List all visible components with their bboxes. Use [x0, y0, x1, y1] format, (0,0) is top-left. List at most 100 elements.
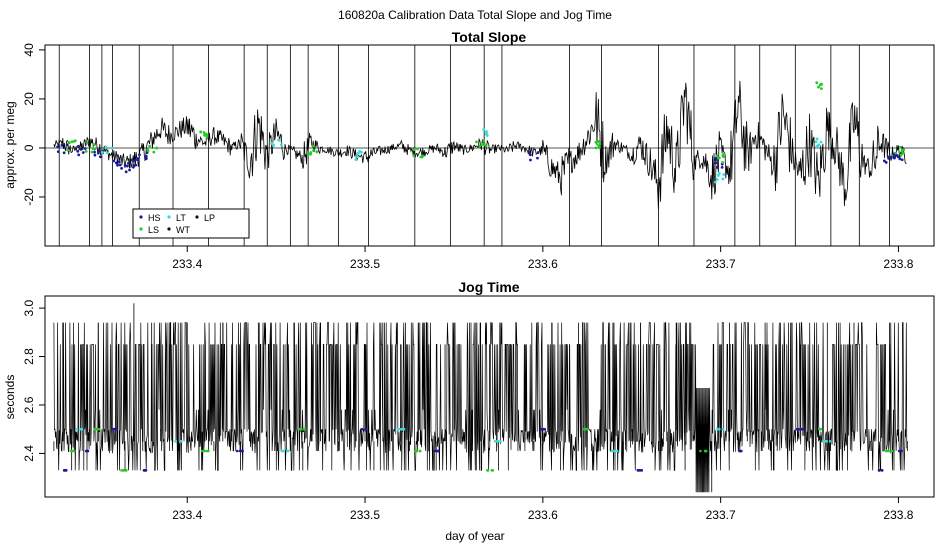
legend-label-lp: LP — [204, 213, 215, 223]
data-point-lt — [174, 440, 177, 443]
data-point-hs — [124, 170, 128, 174]
legend-marker-hs — [139, 215, 143, 219]
data-point-hs — [125, 164, 129, 168]
data-point-lt — [722, 173, 726, 176]
data-point-hs — [542, 427, 546, 431]
data-point-ls — [205, 135, 209, 139]
data-point-ls — [90, 150, 94, 154]
data-point-ls — [699, 449, 702, 453]
data-point-lt — [825, 440, 829, 443]
legend-marker-lp — [195, 215, 199, 219]
data-point-ls — [122, 469, 126, 472]
data-point-ls — [420, 155, 424, 159]
panel-title: Jog Time — [458, 279, 519, 295]
axes: 233.4 233.5 233.6 233.7 233.8 -20 0 20 40 — [22, 43, 935, 271]
data-point-hs — [81, 151, 85, 154]
data-point-lt — [104, 146, 108, 150]
data-point-hs — [890, 156, 893, 159]
data-point-ls — [85, 141, 89, 145]
y-tick-label: -20 — [22, 188, 36, 206]
y-tick-label: 2.8 — [22, 348, 36, 365]
data-point-ls — [312, 149, 315, 152]
data-point-hs — [136, 158, 140, 162]
data-point-hs — [76, 144, 80, 148]
data-point-ls — [717, 156, 721, 160]
data-point-hs — [435, 449, 439, 453]
data-point-ls — [894, 151, 898, 155]
panel-title: Total Slope — [452, 29, 527, 45]
data-point-hs — [133, 158, 137, 162]
data-point-hs — [893, 156, 896, 160]
data-point-lt — [399, 427, 403, 431]
x-tick-label: 233.7 — [706, 257, 736, 271]
data-point-hs — [539, 427, 543, 431]
data-point-ls — [120, 469, 123, 472]
data-point-lt — [75, 427, 79, 431]
data-point-ls — [152, 150, 156, 154]
data-point-ls — [478, 144, 482, 148]
data-point-hs — [715, 166, 719, 169]
data-point-ls — [306, 152, 310, 156]
y-tick-label: 2.6 — [22, 396, 36, 413]
data-point-hs — [83, 147, 87, 150]
data-point-lt — [356, 151, 360, 155]
data-point-ls — [598, 142, 602, 146]
data-point-ls — [412, 148, 416, 151]
data-point-lt — [721, 427, 725, 431]
data-point-lt — [278, 138, 281, 142]
data-point-hs — [536, 156, 539, 160]
legend-label-ls: LS — [148, 225, 159, 235]
data-point-hs — [118, 163, 122, 167]
legend-label-lt: LT — [176, 213, 186, 223]
data-point-hs — [98, 155, 102, 159]
data-point-ls — [202, 131, 206, 134]
data-point-hs — [93, 150, 96, 154]
x-tick-label: 233.6 — [528, 508, 558, 522]
data-point-lt — [493, 440, 497, 443]
data-point-ls — [596, 140, 600, 143]
data-point-lt — [110, 146, 114, 150]
data-point-ls — [819, 427, 823, 431]
data-point-hs — [795, 427, 799, 431]
data-point-lt — [715, 178, 719, 181]
data-point-lt — [79, 427, 83, 431]
data-point-hs — [62, 151, 66, 155]
plot-frame — [44, 295, 935, 498]
data-point-lt — [279, 143, 283, 147]
data-point-hs — [714, 161, 718, 165]
data-point-hs — [62, 469, 66, 472]
data-point-hs — [132, 165, 135, 169]
y-tick-label: 3.0 — [22, 299, 36, 316]
axes: 233.4 233.5 233.6 233.7 233.8 2.4 2.6 2.8 3.0 — [22, 295, 935, 522]
data-point-hs — [797, 427, 801, 431]
data-point-hs — [114, 161, 118, 165]
data-point-hs — [720, 166, 724, 169]
data-point-ls — [585, 427, 589, 431]
data-point-lt — [485, 132, 489, 136]
data-point-lt — [716, 174, 720, 177]
data-point-hs — [529, 158, 532, 162]
legend-box — [132, 208, 250, 239]
data-point-hs — [900, 449, 903, 453]
data-point-hs — [116, 154, 119, 158]
data-point-ls — [412, 154, 416, 158]
data-point-hs — [138, 153, 141, 157]
data-point-lt — [354, 158, 358, 161]
data-point-lt — [612, 449, 616, 453]
data-point-hs — [56, 145, 60, 149]
data-point-ls — [582, 427, 586, 431]
data-point-ls — [72, 449, 76, 453]
data-point-hs — [639, 469, 642, 472]
data-point-lt — [105, 151, 109, 155]
data-point-lt — [717, 427, 721, 431]
data-point-lt — [401, 427, 405, 431]
x-tick-label: 233.8 — [883, 257, 913, 271]
legend: HS LS LT WT LP — [132, 208, 250, 239]
data-point-hs — [79, 148, 83, 151]
data-point-ls — [200, 449, 204, 453]
data-point-hs — [893, 154, 897, 157]
data-point-lt — [815, 137, 819, 141]
data-point-hs — [887, 155, 891, 159]
data-point-hs — [898, 157, 902, 161]
